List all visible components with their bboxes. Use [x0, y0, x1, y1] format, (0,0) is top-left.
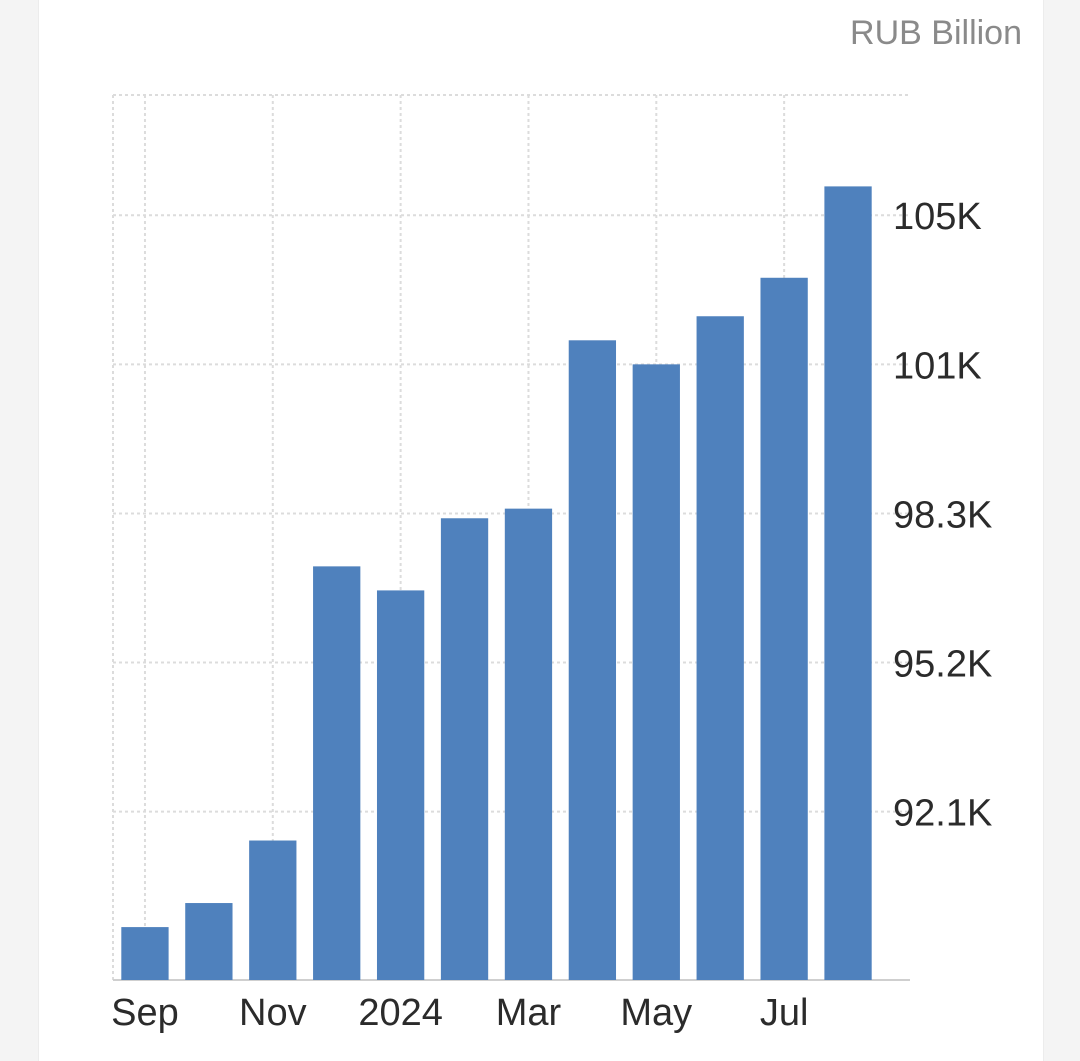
bar	[440, 518, 489, 980]
x-tick-label: 2024	[358, 992, 443, 1034]
bar	[568, 340, 617, 980]
x-tick-label: May	[620, 992, 692, 1034]
x-tick-label: Nov	[239, 992, 307, 1034]
bar	[504, 508, 553, 980]
bar	[185, 903, 233, 980]
bar	[696, 316, 744, 980]
y-axis-ticks: 92.1K 95.2K 98.3K 101K 105K	[893, 196, 992, 834]
bar	[121, 927, 169, 980]
bar	[249, 840, 297, 980]
x-tick-label: Sep	[111, 992, 179, 1034]
x-tick-label: Jul	[760, 992, 809, 1034]
bar	[376, 590, 425, 980]
x-tick-label: Mar	[496, 992, 562, 1034]
y-tick-label: 101K	[893, 345, 982, 387]
bar	[313, 566, 361, 980]
bar	[824, 186, 872, 980]
y-tick-label: 92.1K	[893, 793, 992, 835]
y-tick-label: 95.2K	[893, 644, 992, 686]
bar	[760, 277, 808, 980]
bars	[121, 186, 872, 980]
bar	[632, 364, 680, 980]
x-axis-ticks: Sep Nov 2024 Mar May Jul	[111, 992, 808, 1034]
unit-label: RUB Billion	[850, 14, 1022, 52]
y-tick-label: 98.3K	[893, 494, 992, 536]
y-tick-label: 105K	[893, 196, 982, 238]
